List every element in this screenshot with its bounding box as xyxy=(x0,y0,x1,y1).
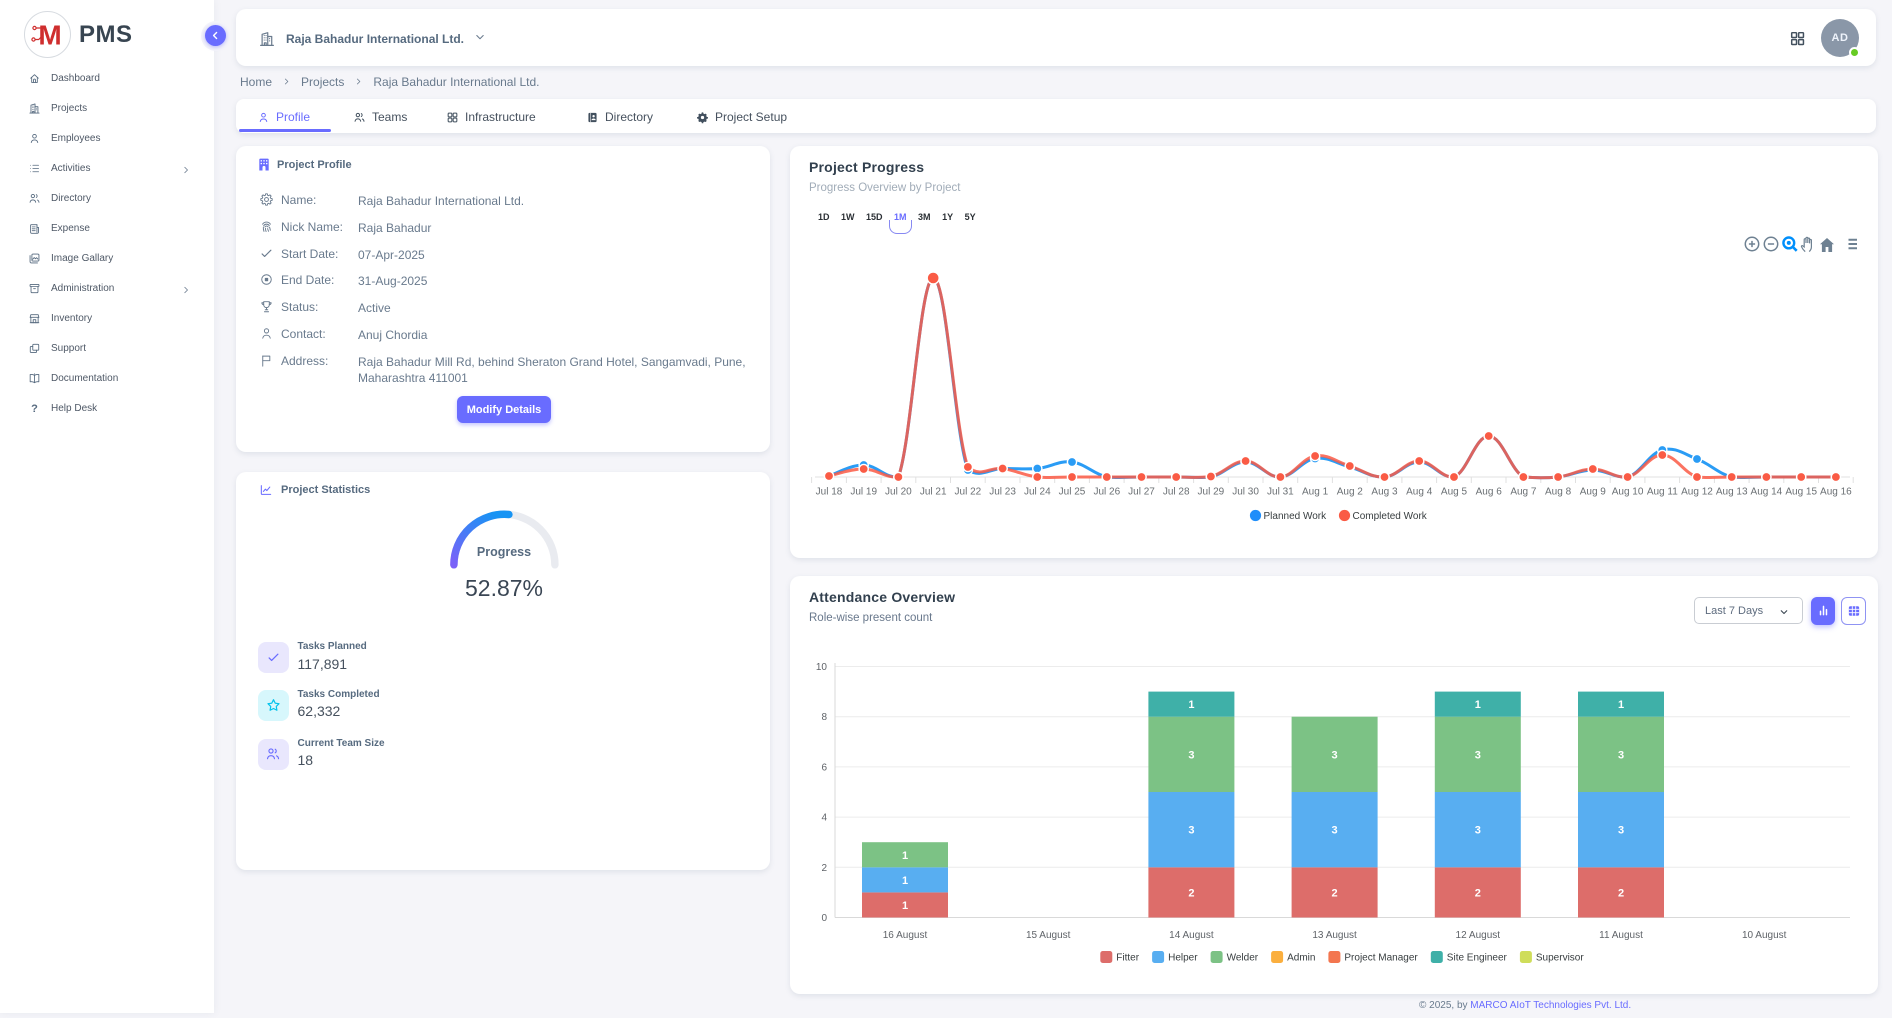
svg-text:Jul 28: Jul 28 xyxy=(1163,487,1190,498)
svg-text:3: 3 xyxy=(1188,749,1194,761)
svg-text:Jul 30: Jul 30 xyxy=(1232,487,1259,498)
svg-text:0: 0 xyxy=(821,913,827,924)
svg-text:Jul 25: Jul 25 xyxy=(1059,487,1086,498)
svg-text:3: 3 xyxy=(1618,749,1624,761)
svg-text:Aug 13: Aug 13 xyxy=(1716,487,1748,498)
svg-text:Aug 2: Aug 2 xyxy=(1337,487,1364,498)
svg-text:Aug 10: Aug 10 xyxy=(1612,487,1644,498)
svg-text:Aug 3: Aug 3 xyxy=(1371,487,1398,498)
svg-text:15 August: 15 August xyxy=(1026,930,1071,941)
svg-text:Aug 1: Aug 1 xyxy=(1302,487,1329,498)
svg-text:Fitter: Fitter xyxy=(1116,953,1139,964)
svg-text:Helper: Helper xyxy=(1168,953,1198,964)
svg-text:Jul 18: Jul 18 xyxy=(816,487,843,498)
svg-text:Jul 27: Jul 27 xyxy=(1128,487,1155,498)
svg-text:Aug 16: Aug 16 xyxy=(1820,487,1852,498)
svg-text:Jul 20: Jul 20 xyxy=(885,487,912,498)
svg-text:Aug 5: Aug 5 xyxy=(1441,487,1468,498)
svg-text:13 August: 13 August xyxy=(1312,930,1357,941)
svg-text:Jul 29: Jul 29 xyxy=(1198,487,1225,498)
svg-text:16 August: 16 August xyxy=(883,930,928,941)
svg-text:Admin: Admin xyxy=(1287,953,1315,964)
svg-text:1: 1 xyxy=(1618,699,1624,711)
svg-text:6: 6 xyxy=(821,762,827,773)
svg-text:Jul 22: Jul 22 xyxy=(955,487,982,498)
svg-text:2: 2 xyxy=(1188,887,1194,899)
svg-text:3: 3 xyxy=(1475,825,1481,837)
svg-text:2: 2 xyxy=(821,863,827,874)
svg-text:Aug 9: Aug 9 xyxy=(1580,487,1607,498)
svg-text:2: 2 xyxy=(1618,887,1624,899)
svg-text:3: 3 xyxy=(1475,749,1481,761)
svg-text:Aug 4: Aug 4 xyxy=(1406,487,1433,498)
svg-text:10 August: 10 August xyxy=(1742,930,1787,941)
svg-text:Jul 31: Jul 31 xyxy=(1267,487,1294,498)
svg-text:1: 1 xyxy=(902,850,908,862)
svg-text:Site Engineer: Site Engineer xyxy=(1447,953,1508,964)
svg-text:14 August: 14 August xyxy=(1169,930,1214,941)
svg-text:3: 3 xyxy=(1332,825,1338,837)
svg-text:Completed Work: Completed Work xyxy=(1353,511,1428,522)
svg-text:Aug 7: Aug 7 xyxy=(1510,487,1537,498)
svg-text:Project Manager: Project Manager xyxy=(1344,953,1418,964)
svg-text:Jul 21: Jul 21 xyxy=(920,487,947,498)
svg-text:4: 4 xyxy=(821,813,827,824)
svg-text:1: 1 xyxy=(902,900,908,912)
svg-text:Welder: Welder xyxy=(1227,953,1259,964)
svg-text:Planned Work: Planned Work xyxy=(1264,511,1328,522)
svg-text:M: M xyxy=(38,20,61,51)
svg-text:Aug 11: Aug 11 xyxy=(1647,487,1678,498)
svg-text:Jul 24: Jul 24 xyxy=(1024,487,1051,498)
svg-text:Supervisor: Supervisor xyxy=(1536,953,1584,964)
svg-text:3: 3 xyxy=(1332,749,1338,761)
svg-text:Aug 15: Aug 15 xyxy=(1785,487,1817,498)
svg-text:3: 3 xyxy=(1618,825,1624,837)
svg-text:10: 10 xyxy=(816,662,828,673)
svg-text:Aug 14: Aug 14 xyxy=(1751,487,1783,498)
svg-text:8: 8 xyxy=(821,712,827,723)
svg-text:3: 3 xyxy=(1188,825,1194,837)
svg-text:Jul 26: Jul 26 xyxy=(1093,487,1120,498)
svg-text:11 August: 11 August xyxy=(1599,930,1643,941)
svg-text:Aug 8: Aug 8 xyxy=(1545,487,1572,498)
svg-text:1: 1 xyxy=(902,875,908,887)
svg-text:Aug 6: Aug 6 xyxy=(1476,487,1503,498)
svg-text:2: 2 xyxy=(1332,887,1338,899)
svg-text:Jul 23: Jul 23 xyxy=(989,487,1016,498)
svg-text:2: 2 xyxy=(1475,887,1481,899)
svg-text:1: 1 xyxy=(1475,699,1481,711)
svg-text:1: 1 xyxy=(1188,699,1194,711)
svg-text:Jul 19: Jul 19 xyxy=(850,487,877,498)
svg-text:Aug 12: Aug 12 xyxy=(1681,487,1713,498)
svg-text:12 August: 12 August xyxy=(1456,930,1501,941)
